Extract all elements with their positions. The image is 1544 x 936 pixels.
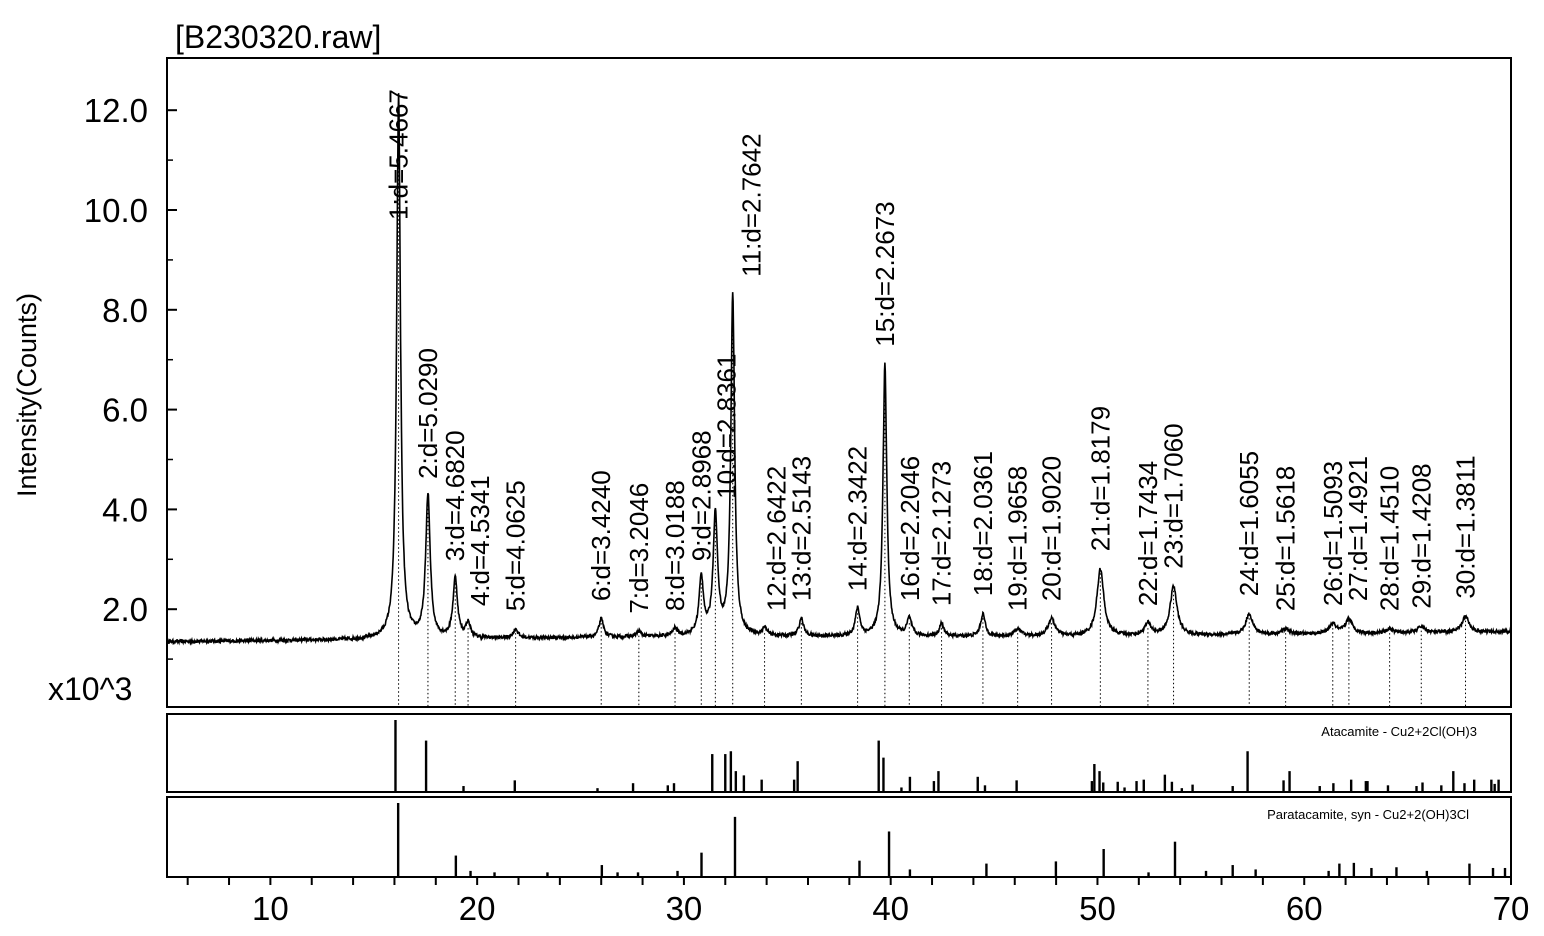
peak-label: 7:d=3.2046 bbox=[624, 483, 654, 614]
main-plot-frame bbox=[166, 57, 1512, 708]
peak-label: 16:d=2.2046 bbox=[895, 456, 925, 601]
peak-label: 13:d=2.5143 bbox=[786, 456, 816, 601]
y-tick-label: 2.0 bbox=[102, 591, 148, 628]
peak-label: 27:d=1.4921 bbox=[1343, 456, 1373, 601]
peak-label: 18:d=2.0361 bbox=[968, 451, 998, 596]
peak-label: 20:d=1.9020 bbox=[1037, 456, 1067, 601]
y-axis-label: Intensity(Counts) bbox=[12, 293, 42, 497]
peak-label: 29:d=1.4208 bbox=[1406, 463, 1436, 608]
peak-label: 11:d=2.7642 bbox=[736, 133, 766, 276]
peak-label: 30:d=1.3811 bbox=[1451, 455, 1481, 598]
peak-label: 9:d=2.8968 bbox=[686, 430, 716, 561]
x-tick-label: 30 bbox=[666, 890, 703, 927]
peak-label: 1:d=5.4667 bbox=[384, 89, 414, 220]
peak-label: 17:d=2.1273 bbox=[927, 461, 957, 606]
peak-label: 12:d=2.6422 bbox=[761, 466, 791, 611]
peak-label: 24:d=1.6055 bbox=[1234, 451, 1264, 596]
peak-label: 4:d=4.5341 bbox=[465, 475, 495, 606]
peak-label: 14:d=2.3422 bbox=[843, 446, 873, 591]
peak-label: 3:d=4.6820 bbox=[440, 430, 470, 561]
y-tick-label: 8.0 bbox=[102, 292, 148, 329]
peak-label: 15:d=2.2673 bbox=[870, 201, 900, 346]
x-tick-label: 20 bbox=[459, 890, 496, 927]
chart-title: [B230320.raw] bbox=[175, 19, 381, 55]
peak-label: 8:d=3.0188 bbox=[660, 480, 690, 611]
x-tick-label: 40 bbox=[872, 890, 909, 927]
peak-label: 28:d=1.4510 bbox=[1375, 466, 1405, 611]
y-tick-label: 4.0 bbox=[102, 491, 148, 528]
peak-label: 22:d=1.7434 bbox=[1133, 461, 1163, 606]
x-tick-label: 50 bbox=[1079, 890, 1116, 927]
y-tick-label: 10.0 bbox=[84, 192, 148, 229]
peak-label: 25:d=1.5618 bbox=[1271, 466, 1301, 611]
peak-label: 19:d=1.9658 bbox=[1003, 466, 1033, 611]
reference-panel-1-frame bbox=[166, 713, 1512, 793]
peak-label: 2:d=5.0290 bbox=[413, 348, 443, 479]
peak-label: 5:d=4.0625 bbox=[501, 480, 531, 611]
peak-label: 23:d=1.7060 bbox=[1159, 423, 1189, 568]
y-tick-label: 12.0 bbox=[84, 92, 148, 129]
x-tick-label: 10 bbox=[252, 890, 289, 927]
y-tick-label: 6.0 bbox=[102, 392, 148, 429]
diffraction-profile-line bbox=[166, 93, 1512, 646]
reference-pattern-name: Atacamite - Cu2+2Cl(OH)3 bbox=[1321, 724, 1477, 739]
x-tick-label: 70 bbox=[1493, 890, 1530, 927]
peak-label: 10:d=2.8361 bbox=[711, 354, 741, 499]
peak-label: 26:d=1.5093 bbox=[1318, 461, 1348, 606]
x-tick-label: 60 bbox=[1286, 890, 1323, 927]
y-multiplier-label: x10^3 bbox=[48, 671, 132, 707]
reference-pattern-name: Paratacamite, syn - Cu2+2(OH)3Cl bbox=[1267, 807, 1469, 822]
peak-label: 21:d=1.8179 bbox=[1085, 406, 1115, 551]
peak-label: 6:d=3.4240 bbox=[586, 470, 616, 601]
reference-panel-2-frame bbox=[166, 796, 1512, 878]
